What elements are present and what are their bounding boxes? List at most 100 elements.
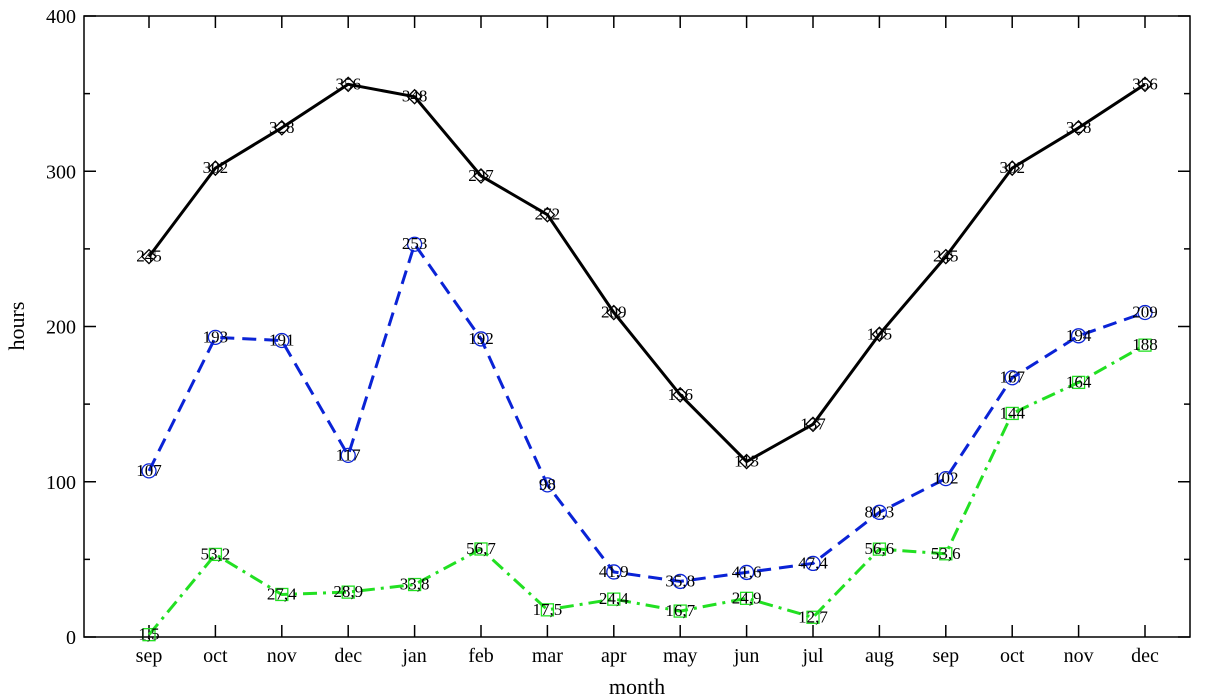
data-label: 192 bbox=[468, 329, 494, 348]
data-label: 107 bbox=[136, 461, 162, 480]
x-tick-label: may bbox=[663, 645, 697, 667]
data-label: 164 bbox=[1066, 372, 1092, 391]
data-label: 253 bbox=[402, 234, 428, 253]
x-tick-label: sep bbox=[932, 645, 959, 667]
y-tick-label: 300 bbox=[46, 161, 76, 183]
data-label: 53,2 bbox=[201, 544, 231, 563]
data-point bbox=[142, 628, 156, 642]
data-point bbox=[1004, 370, 1020, 386]
x-tick-label: oct bbox=[1000, 645, 1025, 667]
data-label: 356 bbox=[1132, 74, 1158, 93]
x-tick-label: jul bbox=[801, 645, 824, 667]
data-point bbox=[340, 447, 356, 464]
data-point bbox=[673, 604, 687, 618]
data-point bbox=[1005, 406, 1019, 421]
data-label: 17,5 bbox=[533, 600, 563, 619]
data-label: 47,4 bbox=[798, 553, 828, 572]
data-label: 245 bbox=[933, 247, 959, 266]
data-point bbox=[1004, 160, 1021, 177]
data-point bbox=[208, 547, 223, 562]
data-label: 356 bbox=[335, 74, 361, 93]
x-tick-label: nov bbox=[1064, 645, 1094, 667]
y-tick-label: 400 bbox=[46, 6, 76, 28]
data-label: 12,7 bbox=[798, 607, 828, 626]
axis-ticks: 0 100 200 300 400 sep oct nov dec jan feb mar apr may… bbox=[46, 6, 1190, 667]
data-label: 191 bbox=[269, 330, 295, 349]
plot-frame bbox=[83, 15, 1191, 638]
data-label: 272 bbox=[535, 205, 561, 224]
data-point bbox=[1138, 338, 1152, 352]
data-labels-layer: 245 302 328 356 348 297 272 209 156 113 137 195 245 3… bbox=[136, 74, 1158, 643]
data-point bbox=[474, 542, 488, 556]
data-point bbox=[141, 463, 157, 479]
x-tick-label: feb bbox=[468, 645, 494, 667]
x-tick-label: jan bbox=[401, 645, 426, 667]
x-tick-label: aug bbox=[865, 645, 894, 667]
data-point bbox=[937, 248, 954, 265]
data-label: 117 bbox=[336, 445, 361, 464]
data-label: 16,7 bbox=[665, 601, 695, 620]
data-label: 80,3 bbox=[865, 502, 895, 521]
x-tick-label: apr bbox=[601, 645, 627, 667]
x-tick-label: mar bbox=[532, 645, 563, 667]
data-label: 194 bbox=[1066, 326, 1092, 345]
series-3 bbox=[142, 338, 1152, 642]
data-point bbox=[806, 610, 820, 624]
data-label: 348 bbox=[402, 87, 428, 106]
data-point bbox=[207, 160, 224, 177]
data-point bbox=[871, 504, 888, 520]
data-label: 167 bbox=[999, 368, 1025, 387]
data-point bbox=[207, 329, 224, 346]
series-line bbox=[147, 242, 1146, 583]
data-point bbox=[738, 564, 755, 581]
data-label: 188 bbox=[1132, 335, 1158, 354]
data-label: 144 bbox=[999, 403, 1025, 422]
data-label: 328 bbox=[269, 118, 295, 137]
data-label: 24,9 bbox=[732, 588, 762, 607]
series-layer bbox=[141, 76, 1153, 642]
data-label: 41,6 bbox=[732, 562, 762, 581]
data-point bbox=[805, 416, 821, 433]
data-label: 209 bbox=[1132, 303, 1158, 322]
data-point bbox=[273, 119, 290, 136]
x-tick-label: jun bbox=[733, 645, 760, 667]
y-tick-label: 0 bbox=[66, 627, 76, 649]
data-label: 302 bbox=[203, 158, 229, 177]
data-label: 98 bbox=[539, 475, 556, 494]
series-line bbox=[147, 343, 1146, 636]
series-line bbox=[147, 82, 1146, 464]
data-label: 24,4 bbox=[599, 589, 629, 608]
data-label: 102 bbox=[933, 469, 959, 488]
data-point bbox=[1137, 76, 1153, 93]
data-point bbox=[340, 76, 357, 93]
data-point bbox=[275, 587, 289, 602]
data-label: 113 bbox=[734, 452, 759, 471]
data-point bbox=[672, 386, 689, 403]
data-point bbox=[1071, 375, 1086, 390]
data-label: 56,6 bbox=[865, 539, 895, 558]
x-tick-label: nov bbox=[267, 645, 297, 667]
data-label: 137 bbox=[800, 414, 826, 433]
x-axis-label: month bbox=[609, 674, 665, 699]
data-point bbox=[540, 603, 555, 617]
data-point bbox=[938, 470, 954, 487]
data-point bbox=[407, 577, 422, 592]
x-tick-label: dec bbox=[334, 645, 362, 667]
data-label: 302 bbox=[999, 158, 1025, 177]
data-point bbox=[672, 573, 688, 590]
x-tick-label: dec bbox=[1131, 645, 1159, 667]
series-2 bbox=[141, 236, 1153, 590]
data-point bbox=[607, 592, 621, 606]
data-label: 28,9 bbox=[333, 582, 363, 601]
data-point bbox=[539, 206, 556, 223]
data-label: 35,8 bbox=[665, 571, 695, 590]
data-point bbox=[872, 542, 887, 556]
data-label: 33,8 bbox=[400, 575, 430, 594]
data-point bbox=[274, 332, 290, 349]
data-point bbox=[871, 326, 888, 343]
data-point bbox=[141, 248, 157, 265]
data-point bbox=[805, 555, 821, 572]
data-point bbox=[406, 236, 423, 252]
data-label: 209 bbox=[601, 303, 627, 322]
